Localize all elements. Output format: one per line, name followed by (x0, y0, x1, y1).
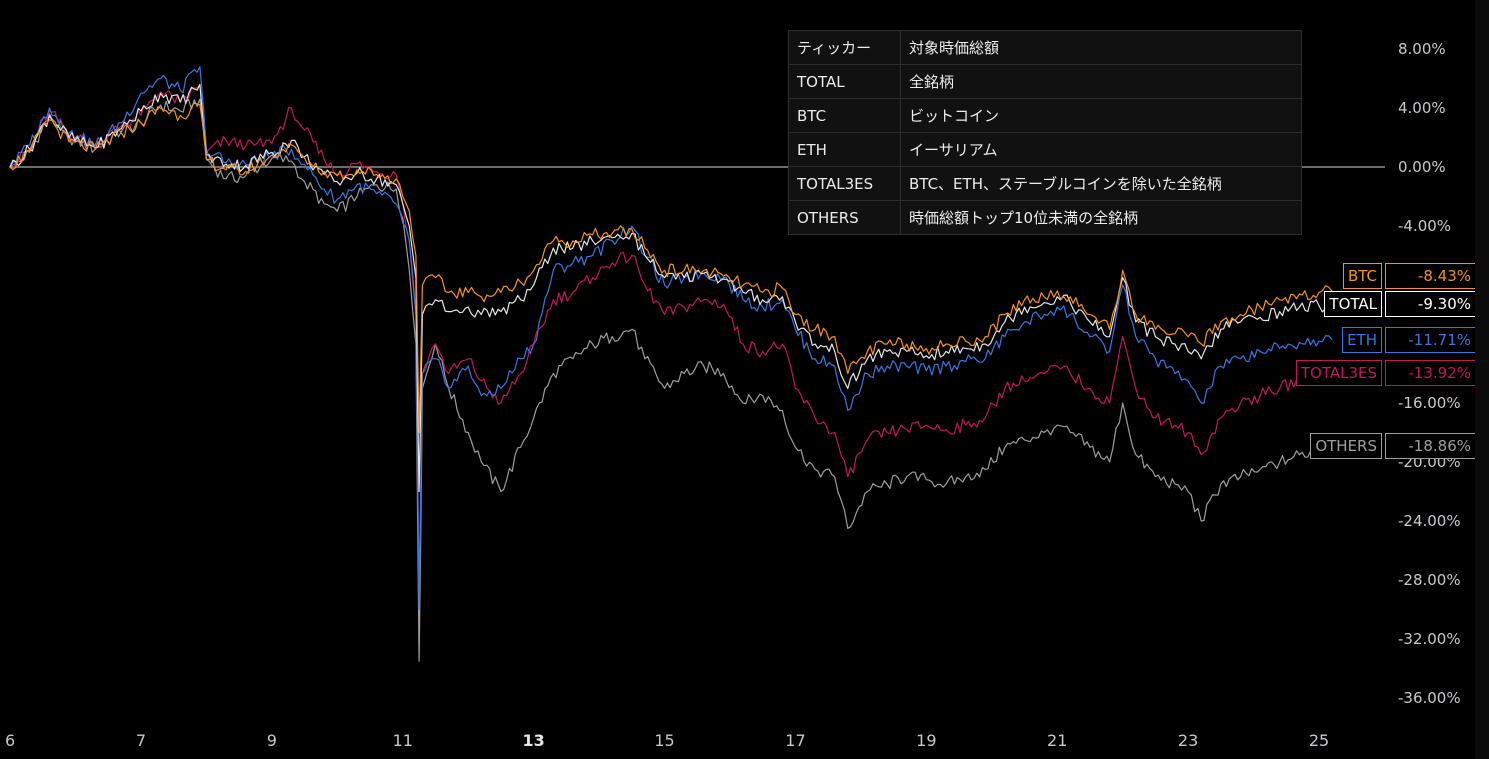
y-tick-label: 0.00% (1398, 158, 1446, 176)
x-tick-label: 6 (5, 731, 16, 750)
legend-header-row: ティッカー 対象時価総額 (788, 30, 1302, 65)
legend-description-cell: BTC、ETH、ステーブルコインを除いた全銘柄 (900, 166, 1302, 201)
y-tick-label: -16.00% (1398, 394, 1461, 412)
y-tick-label: -4.00% (1398, 217, 1452, 235)
legend-ticker-cell: TOTAL (788, 64, 901, 99)
last-value-tag-eth: ETH -11.71% (1342, 327, 1476, 353)
legend-row: OTHERS 時価総額トップ10位未満の全銘柄 (788, 200, 1302, 235)
x-tick-label: 7 (135, 731, 147, 750)
price-scale-strip[interactable] (1475, 0, 1489, 759)
tag-series-name: TOTAL (1324, 291, 1382, 317)
tag-series-name: OTHERS (1310, 433, 1382, 459)
series-line-eth[interactable] (9, 66, 1333, 611)
last-value-tag-btc: BTC -8.43% (1342, 263, 1476, 289)
legend-description-cell: 全銘柄 (900, 64, 1302, 99)
x-tick-label: 17 (785, 731, 806, 750)
last-value-tag-others: OTHERS -18.86% (1310, 433, 1476, 459)
legend-description-cell: 対象時価総額 (900, 30, 1302, 65)
y-tick-label: 8.00% (1398, 40, 1446, 58)
last-value-tag-total3es: TOTAL3ES -13.92% (1295, 360, 1476, 386)
legend-row: TOTAL3ES BTC、ETH、ステーブルコインを除いた全銘柄 (788, 166, 1302, 201)
legend-ticker-cell: OTHERS (788, 200, 901, 235)
legend-ticker-cell: TOTAL3ES (788, 166, 901, 201)
x-tick-label: 15 (654, 731, 675, 750)
tag-series-value: -8.43% (1385, 263, 1476, 289)
tag-series-value: -13.92% (1385, 360, 1476, 386)
legend-row: ETH イーサリアム (788, 132, 1302, 167)
tag-series-value: -18.86% (1385, 433, 1476, 459)
tag-series-name: ETH (1342, 327, 1382, 353)
x-tick-label: 13 (522, 731, 545, 750)
legend-row: TOTAL 全銘柄 (788, 64, 1302, 99)
x-tick-label: 11 (392, 731, 413, 750)
legend-row: BTC ビットコイン (788, 98, 1302, 133)
last-value-tag-total: TOTAL -9.30% (1324, 291, 1476, 317)
legend-ticker-cell: ティッカー (788, 30, 901, 65)
legend-description-cell: 時価総額トップ10位未満の全銘柄 (900, 200, 1302, 235)
x-tick-label: 19 (916, 731, 937, 750)
series-line-others[interactable] (9, 98, 1333, 662)
y-tick-label: -28.00% (1398, 571, 1461, 589)
legend-description-cell: イーサリアム (900, 132, 1302, 167)
x-tick-label: 25 (1308, 731, 1330, 750)
series-line-btc[interactable] (9, 102, 1333, 434)
legend-ticker-cell: ETH (788, 132, 901, 167)
y-tick-label: -36.00% (1398, 689, 1461, 707)
ticker-legend-table: ティッカー 対象時価総額 TOTAL 全銘柄 BTC ビットコイン ETH イーサリアム TOT… (788, 30, 1302, 235)
y-tick-label: -24.00% (1398, 512, 1461, 530)
series-line-total3es[interactable] (9, 85, 1333, 596)
tag-series-name: BTC (1342, 263, 1382, 289)
tag-series-value: -11.71% (1385, 327, 1476, 353)
y-tick-label: -32.00% (1398, 630, 1461, 648)
tag-series-name: TOTAL3ES (1295, 360, 1382, 386)
y-tick-label: 4.00% (1398, 99, 1446, 117)
x-tick-label: 23 (1177, 731, 1199, 750)
x-tick-label: 21 (1047, 731, 1068, 750)
x-tick-label: 9 (266, 731, 277, 750)
tag-series-value: -9.30% (1385, 291, 1476, 317)
legend-description-cell: ビットコイン (900, 98, 1302, 133)
legend-ticker-cell: BTC (788, 98, 901, 133)
